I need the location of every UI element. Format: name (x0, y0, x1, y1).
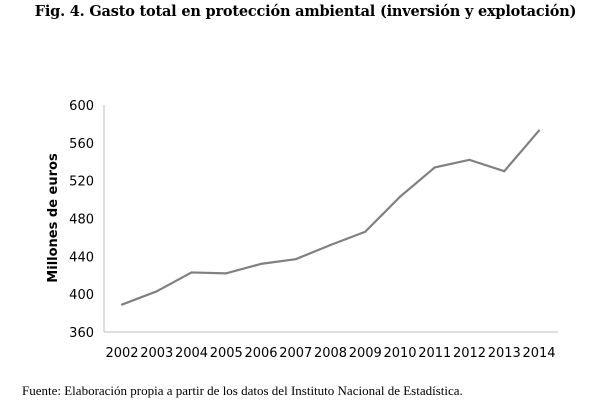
y-tick-label: 600 (69, 99, 94, 114)
figure-source: Fuente: Elaboración propia a partir de l… (22, 383, 463, 398)
y-axis-title: Millones de euros (46, 153, 61, 283)
y-tick-label: 560 (69, 137, 94, 152)
data-point-2004 (190, 271, 193, 274)
data-point-2002 (120, 303, 124, 306)
y-tick-label: 480 (69, 213, 94, 228)
data-point-2013 (503, 170, 506, 173)
data-point-2011 (433, 166, 436, 169)
figure-title: Fig. 4. Gasto total en protección ambien… (34, 3, 577, 20)
x-tick-label: 2005 (210, 346, 243, 361)
data-point-2006 (259, 262, 263, 265)
y-tick-label: 520 (69, 175, 94, 190)
data-point-2012 (468, 158, 471, 161)
data-point-2005 (225, 272, 228, 275)
x-tick-label: 2007 (279, 346, 312, 361)
x-tick-label: 2014 (522, 346, 555, 361)
data-point-2010 (398, 195, 402, 198)
x-tick-label: 2006 (244, 346, 277, 361)
y-axis-ticks: 360 400 440 480 520 560 600 (69, 99, 94, 341)
x-tick-label: 2008 (314, 346, 347, 361)
data-point-2008 (329, 243, 332, 247)
y-tick-label: 440 (69, 250, 94, 265)
y-tick-label: 400 (69, 288, 94, 303)
x-tick-label: 2010 (383, 346, 416, 361)
x-tick-label: 2004 (175, 346, 208, 361)
data-point-2007 (294, 258, 297, 261)
x-tick-label: 2002 (105, 346, 138, 361)
data-points (120, 129, 541, 306)
x-tick-label: 2013 (488, 346, 521, 361)
data-point-2003 (155, 290, 158, 293)
x-tick-label: 2009 (349, 346, 382, 361)
data-point-2014 (537, 129, 541, 132)
data-point-2009 (364, 230, 367, 233)
series-line (121, 129, 540, 306)
x-tick-label: 2012 (453, 346, 486, 361)
x-tick-label: 2011 (418, 346, 451, 361)
y-tick-label: 360 (69, 326, 94, 341)
x-tick-label: 2003 (140, 346, 173, 361)
x-axis-ticks: 2002 2003 2004 2005 2006 2007 2008 2009 2010 2011… (105, 346, 555, 361)
